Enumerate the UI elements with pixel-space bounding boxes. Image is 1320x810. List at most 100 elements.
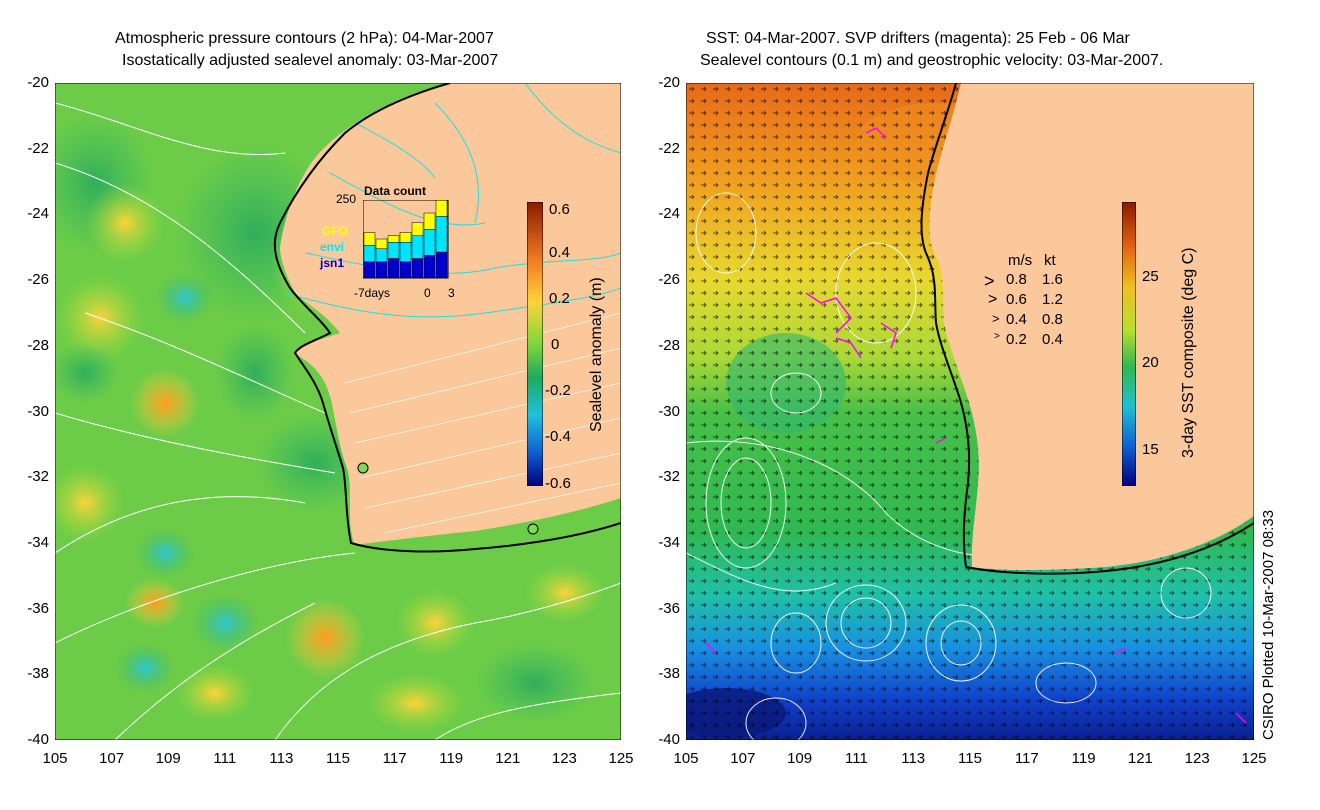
inset-histogram: [363, 200, 449, 279]
left-x-tick-label: 113: [269, 750, 294, 767]
vector-arrow-icon: >: [992, 311, 1000, 326]
left-y-tick-label: -32: [27, 468, 49, 486]
drifter-tracks: [705, 127, 1247, 724]
cyan-contours: [284, 83, 621, 318]
left-x-tick-label: 107: [99, 750, 125, 767]
left-colorbar-label: Sealevel anomaly (m): [588, 277, 605, 432]
gfo-bar: [411, 222, 424, 236]
jsn1-bar: [375, 261, 388, 279]
envi-bar: [375, 248, 388, 262]
right-x-tick-label: 111: [844, 750, 868, 767]
velocity-legend-header-kt: kt: [1044, 252, 1056, 269]
land: [929, 83, 1254, 570]
right-title-line2: Sealevel contours (0.1 m) and geostrophi…: [700, 52, 1164, 69]
inset-legend-envi: envi: [320, 240, 345, 254]
left-title-line1: Atmospheric pressure contours (2 hPa): 0…: [115, 30, 494, 47]
vector-arrow-icon: >: [988, 291, 998, 308]
left-y-tick-label: -34: [27, 533, 49, 551]
left-colorbar-tick: 0.2: [549, 290, 570, 307]
right-x-tick-label: 105: [673, 750, 699, 767]
vector-arrow-icon: >: [984, 271, 995, 291]
left-y-tick-label: -38: [27, 665, 49, 683]
jsn1-bar: [387, 258, 400, 279]
velocity-legend-header-ms: m/s: [1008, 252, 1033, 269]
sealevel-contours: [686, 192, 1212, 740]
left-y-tick-label: -20: [27, 74, 49, 91]
credit-text: CSIRO Plotted 10-Mar-2007 08:33: [1260, 509, 1277, 740]
left-x-tick-label: 109: [155, 750, 181, 767]
gfo-bar: [387, 235, 400, 243]
right-x-tick-label: 125: [1241, 750, 1267, 767]
right-y-tick-label: -32: [658, 468, 680, 486]
left-y-tick-label: -24: [27, 205, 49, 223]
inset-title: Data count: [364, 184, 427, 198]
left-x-tick-label: 121: [495, 750, 521, 767]
gfo-bar: [435, 200, 448, 217]
right-y-tick-label: -22: [658, 139, 680, 157]
left-x-tick-label: 117: [382, 750, 407, 767]
envi-bar: [363, 245, 376, 262]
left-colorbar-tick: -0.6: [545, 475, 571, 492]
coastline: [273, 83, 621, 553]
right-x-tick-label: 115: [958, 750, 982, 767]
left-x-tick-label: 125: [608, 750, 634, 767]
inset-y-max: 250: [336, 192, 357, 206]
jsn1-bar: [435, 251, 448, 279]
right-colorbar-tick: 25: [1142, 268, 1159, 285]
right-y-tick-label: -36: [658, 599, 680, 617]
left-title-line2: Isostatically adjusted sealevel anomaly:…: [122, 52, 499, 69]
jsn1-bar: [399, 261, 412, 279]
left-colorbar-tick: -0.2: [545, 382, 571, 399]
envi-bar: [399, 242, 412, 262]
right-colorbar: [1122, 202, 1136, 486]
left-y-tick-label: -28: [27, 336, 49, 354]
right-y-tick-label: -30: [658, 402, 680, 420]
right-x-tick-label: 117: [1014, 750, 1039, 767]
left-y-tick-label: -30: [27, 402, 49, 420]
right-colorbar-label: 3-day SST composite (deg C): [1180, 247, 1197, 458]
land-pressure-contours: [344, 312, 621, 534]
gfo-bar: [363, 232, 376, 246]
right-x-tick-label: 119: [1071, 750, 1096, 767]
left-x-tick-label: 119: [439, 750, 464, 767]
inset-x-label-end: 3: [448, 286, 455, 300]
envi-bar: [423, 229, 436, 256]
right-y-tick-label: -20: [658, 74, 680, 91]
tide-gauge-marker: [527, 523, 539, 535]
inset-x-label-zero: 0: [424, 286, 431, 300]
right-x-tick-label: 109: [787, 750, 813, 767]
right-title-line1: SST: 04-Mar-2007. SVP drifters (magenta)…: [706, 30, 1130, 47]
inset-x-label-start: -7days: [354, 286, 391, 300]
envi-bar: [411, 235, 424, 259]
right-x-tick-label: 121: [1127, 750, 1153, 767]
left-x-tick-label: 105: [42, 750, 68, 767]
gfo-bar: [423, 212, 436, 230]
left-y-tick-label: -36: [27, 599, 49, 617]
tide-gauge-marker: [357, 462, 369, 474]
left-y-tick-label: -26: [27, 271, 49, 289]
right-colorbar-tick: 20: [1142, 354, 1159, 371]
left-colorbar-tick: 0: [551, 336, 560, 353]
right-y-tick-label: -26: [658, 271, 680, 289]
right-y-tick-label: -40: [658, 731, 680, 748]
pressure-contours: [55, 102, 621, 740]
right-x-tick-label: 113: [901, 750, 926, 767]
right-map: [686, 83, 1254, 740]
jsn1-bar: [363, 261, 376, 279]
right-y-tick-label: -38: [658, 665, 680, 683]
inset-legend-jsn1: jsn1: [320, 256, 345, 270]
envi-bar: [435, 216, 448, 253]
right-colorbar-tick: 15: [1142, 441, 1159, 458]
left-x-tick-label: 123: [551, 750, 577, 767]
left-x-tick-label: 111: [213, 750, 237, 767]
left-colorbar-tick: -0.4: [545, 428, 571, 445]
left-x-tick-label: 115: [326, 750, 350, 767]
jsn1-bar: [423, 255, 436, 279]
right-y-tick-label: -34: [658, 533, 680, 551]
left-colorbar-tick: 0.6: [549, 201, 570, 218]
vector-arrow-icon: >: [994, 331, 1000, 342]
left-y-tick-label: -40: [27, 731, 49, 748]
right-y-tick-label: -24: [658, 205, 680, 223]
left-colorbar: [527, 202, 543, 486]
envi-bar: [387, 242, 400, 259]
